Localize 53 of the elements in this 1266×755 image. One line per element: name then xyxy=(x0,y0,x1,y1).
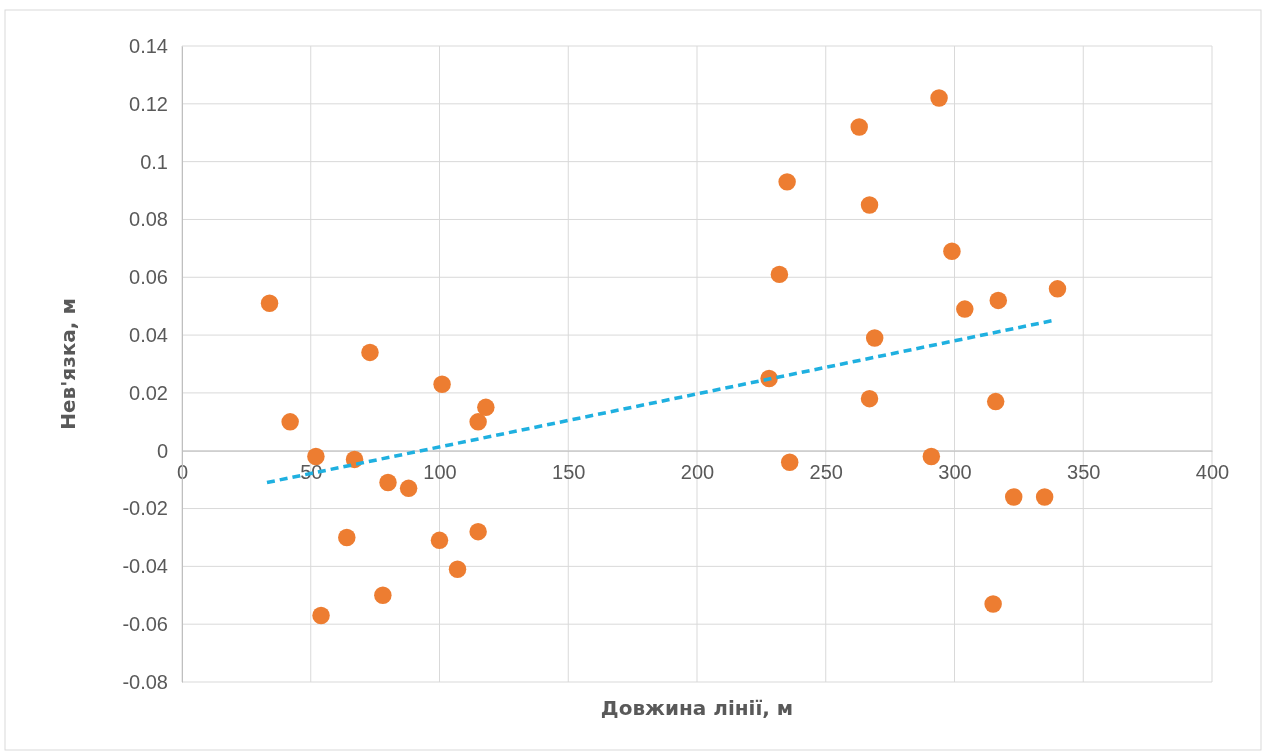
y-tick-label: 0.14 xyxy=(129,34,168,57)
y-tick-label: 0.08 xyxy=(129,208,168,231)
point xyxy=(399,479,418,498)
x-tick-label: 400 xyxy=(1195,460,1230,483)
point xyxy=(943,242,961,260)
y-tick-label: 0.1 xyxy=(140,150,168,173)
point xyxy=(469,522,487,541)
y-tick-label: -0.06 xyxy=(122,613,168,636)
point xyxy=(338,528,356,547)
point xyxy=(379,473,397,492)
y-tick-label: -0.02 xyxy=(122,497,168,520)
point xyxy=(307,447,325,466)
x-tick-label: 200 xyxy=(680,460,715,483)
point xyxy=(469,413,487,431)
point xyxy=(778,173,796,191)
y-tick-label: 0.12 xyxy=(129,92,168,115)
point xyxy=(780,453,799,472)
point xyxy=(930,89,948,107)
point xyxy=(1035,488,1054,506)
point xyxy=(956,300,974,318)
point xyxy=(374,586,392,604)
point xyxy=(770,265,789,284)
y-tick-label: -0.08 xyxy=(122,670,168,693)
x-tick-label: 100 xyxy=(423,460,457,483)
point xyxy=(984,595,1002,613)
point xyxy=(448,560,467,578)
x-tick-label: 150 xyxy=(552,460,586,483)
point xyxy=(850,118,868,136)
point xyxy=(281,413,299,431)
x-tick-label: 300 xyxy=(938,460,972,483)
y-tick-label: 0.04 xyxy=(129,323,168,346)
point xyxy=(860,196,879,214)
point xyxy=(922,447,941,466)
point xyxy=(865,329,884,347)
y-tick-label: 0.06 xyxy=(129,266,168,289)
y-tick-label: -0.04 xyxy=(122,555,168,578)
x-axis-title: Довжина лінії, м xyxy=(600,696,794,720)
point xyxy=(430,531,449,550)
point xyxy=(361,343,379,362)
point xyxy=(1048,280,1067,298)
y-tick-label: 0 xyxy=(156,439,168,462)
y-tick-label: 0.02 xyxy=(129,381,168,404)
x-tick-label: 250 xyxy=(809,460,843,483)
point xyxy=(433,375,451,393)
point xyxy=(477,398,495,417)
point xyxy=(260,294,279,313)
point xyxy=(1004,488,1023,506)
point xyxy=(860,389,879,408)
point xyxy=(986,392,1005,411)
point xyxy=(312,606,330,625)
y-axis-title: Нев'язка, м xyxy=(56,298,80,430)
point xyxy=(989,291,1008,310)
x-tick-label: 350 xyxy=(1067,460,1101,483)
